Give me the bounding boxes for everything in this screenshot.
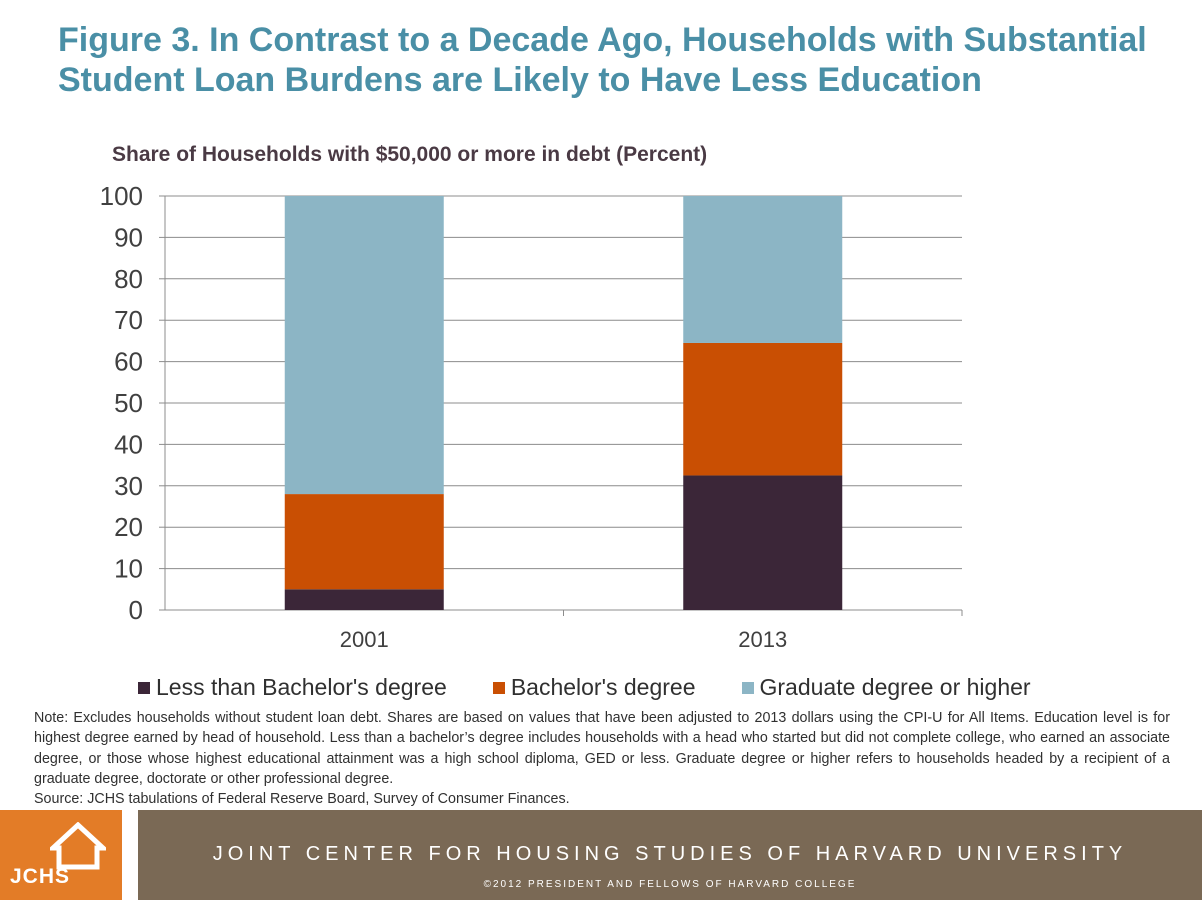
source-text: Source: JCHS tabulations of Federal Rese… — [34, 791, 570, 808]
bar-segment — [284, 589, 444, 610]
y-tick-label: 30 — [114, 471, 143, 501]
org-name: JOINT CENTER FOR HOUSING STUDIES OF HARV… — [212, 843, 1128, 865]
bar-segment — [683, 342, 843, 476]
y-tick-label: 70 — [114, 305, 143, 335]
copyright: ©2012 PRESIDENT AND FELLOWS OF HARVARD C… — [483, 879, 857, 890]
y-tick-label: 100 — [100, 181, 143, 211]
legend-label: Less than Bachelor's degree — [156, 674, 447, 700]
logo-text: JCHS — [10, 865, 71, 888]
chart-legend: Less than Bachelor's degree Bachelor's d… — [138, 674, 1031, 701]
chart-subtitle: Share of Households with $50,000 or more… — [112, 143, 708, 166]
y-tick-label: 90 — [114, 222, 143, 252]
house-icon — [50, 822, 106, 870]
legend-swatch — [138, 681, 150, 694]
y-tick-label: 20 — [114, 512, 143, 542]
y-tick-label: 0 — [129, 595, 143, 625]
chart-notes: Note: Excludes households without studen… — [34, 708, 1170, 809]
legend-label: Bachelor's degree — [510, 674, 696, 700]
bar-segment — [284, 494, 444, 590]
legend-item-graduate: Graduate degree or higher — [741, 674, 1031, 701]
footer-band: JOINT CENTER FOR HOUSING STUDIES OF HARV… — [138, 810, 1202, 900]
legend-item-bachelors: Bachelor's degree — [492, 674, 696, 701]
legend-swatch — [492, 681, 505, 694]
bar-segment — [683, 196, 843, 343]
y-tick-label: 60 — [114, 347, 143, 377]
legend-label: Graduate degree or higher — [759, 674, 1031, 700]
y-tick-label: 50 — [114, 388, 143, 418]
note-text: Note: Excludes households without studen… — [34, 710, 1170, 787]
figure-title: Figure 3. In Contrast to a Decade Ago, H… — [58, 21, 1147, 99]
y-tick-label: 80 — [114, 264, 143, 294]
jchs-logo: JCHS — [0, 810, 122, 900]
stacked-bar-chart: 0 10 20 30 40 50 60 70 80 90 100 2001 2013 — [100, 181, 963, 652]
y-tick-label: 40 — [114, 429, 143, 459]
y-tick-label: 10 — [114, 554, 143, 584]
legend-swatch — [741, 681, 754, 694]
x-category-label: 2001 — [340, 627, 389, 652]
bar-segment — [284, 196, 444, 495]
legend-item-less-than-bachelors: Less than Bachelor's degree — [138, 674, 447, 701]
bar-segment — [683, 475, 843, 610]
x-category-label: 2013 — [738, 627, 787, 652]
